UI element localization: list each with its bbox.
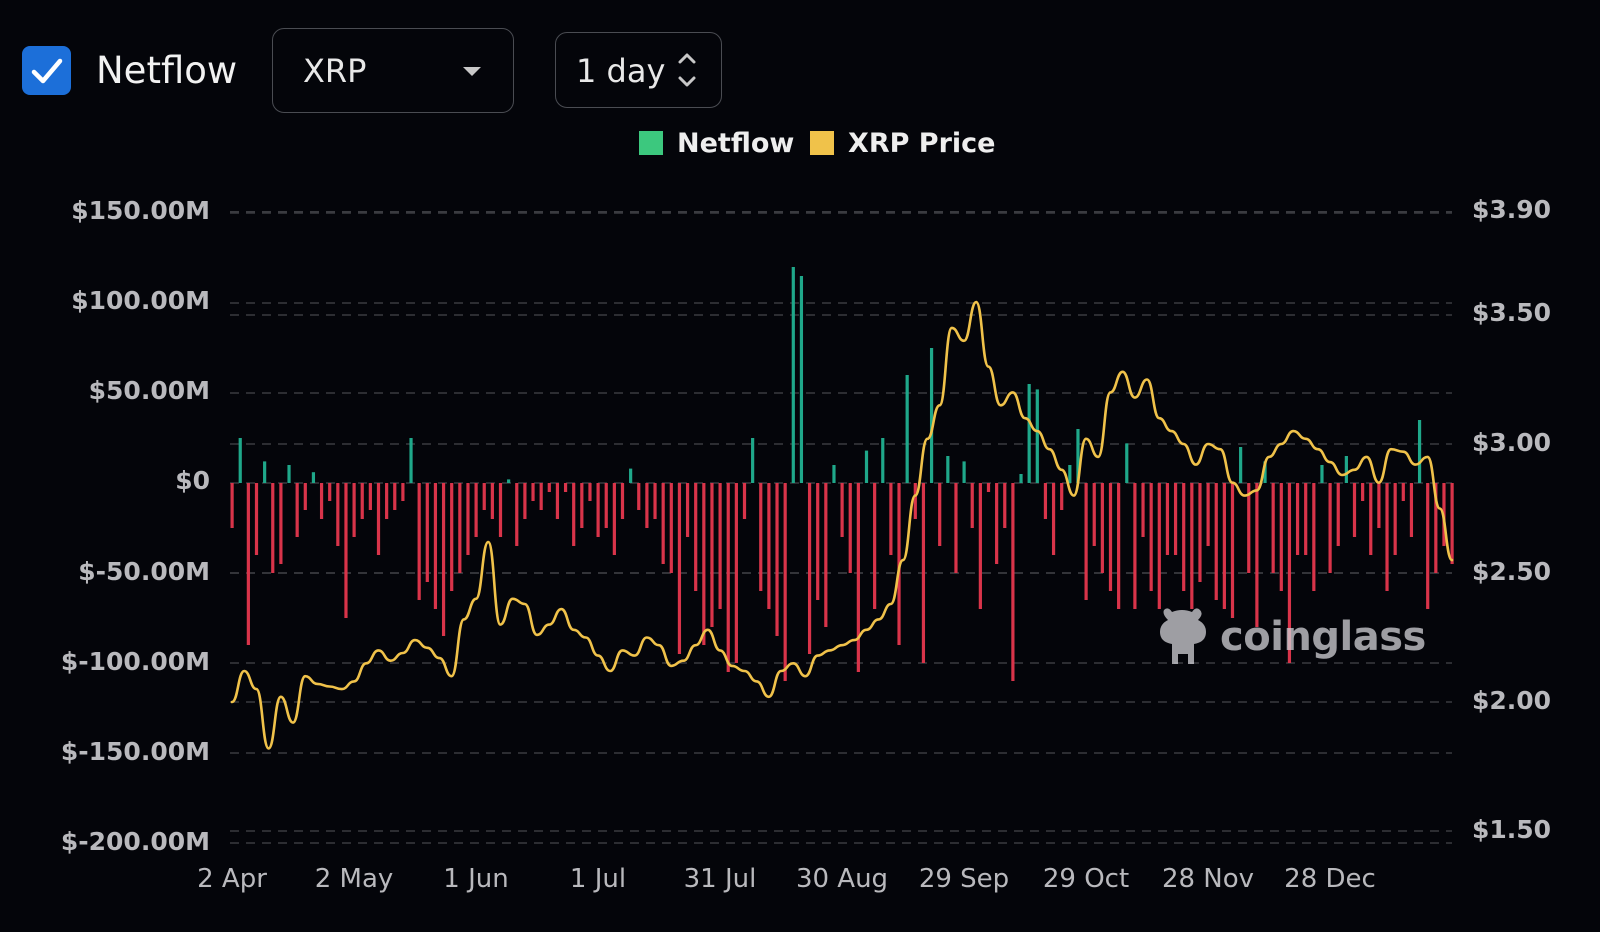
y-right-tick: $3.50 <box>1472 298 1552 327</box>
y-left-tick: $-100.00M <box>60 647 210 676</box>
y-left-tick: $150.00M <box>71 196 210 225</box>
chart-legend: Netflow XRP Price <box>0 126 1600 160</box>
caret-down-icon <box>463 67 481 76</box>
x-tick: 1 Jul <box>569 864 627 894</box>
y-left-tick: $50.00M <box>88 376 210 405</box>
checkmark-icon <box>31 58 63 84</box>
netflow-bars <box>230 267 1454 681</box>
interval-stepper[interactable]: 1 day <box>555 32 722 108</box>
y-right-tick: $3.00 <box>1472 428 1552 457</box>
legend-label-xrp-price: XRP Price <box>848 127 996 159</box>
y-left-tick: $-150.00M <box>60 737 210 766</box>
legend-label-netflow: Netflow <box>677 127 795 159</box>
x-tick: 30 Aug <box>795 864 889 894</box>
right-gridlines <box>230 211 1452 832</box>
x-tick: 28 Dec <box>1284 864 1376 894</box>
netflow-swatch-icon <box>639 131 663 155</box>
netflow-checkbox-label[interactable]: Netflow <box>96 49 238 92</box>
y-right-tick: $1.50 <box>1472 815 1552 844</box>
interval-stepper-value: 1 day <box>576 52 666 90</box>
legend-item-xrp-price[interactable]: XRP Price <box>810 126 995 160</box>
x-tick: 29 Oct <box>1042 864 1130 894</box>
y-right-tick: $2.00 <box>1472 686 1552 715</box>
y-right-tick: $2.50 <box>1472 557 1552 586</box>
y-left-tick: $0 <box>175 466 210 495</box>
y-left-tick: $-50.00M <box>78 557 210 586</box>
legend-item-netflow[interactable]: Netflow <box>639 126 794 160</box>
y-left-tick: $-200.00M <box>60 827 210 856</box>
xrp-price-line <box>230 300 1454 750</box>
x-tick: 31 Jul <box>683 864 757 894</box>
coin-select-value: XRP <box>303 52 367 90</box>
x-tick: 29 Sep <box>918 864 1010 894</box>
price-swatch-icon <box>810 131 834 155</box>
x-tick: 28 Nov <box>1161 864 1255 894</box>
netflow-checkbox[interactable] <box>22 46 71 95</box>
toolbar: Netflow XRP 1 day <box>0 0 1600 120</box>
up-down-chevron-icon[interactable] <box>677 51 697 89</box>
y-right-tick: $3.90 <box>1472 195 1552 224</box>
coin-select[interactable]: XRP <box>272 28 514 113</box>
x-tick: 2 Apr <box>197 864 267 894</box>
x-tick: 1 Jun <box>443 864 509 894</box>
y-left-tick: $100.00M <box>71 286 210 315</box>
x-tick: 2 May <box>314 864 394 894</box>
